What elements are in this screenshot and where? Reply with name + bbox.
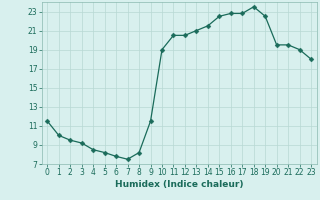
X-axis label: Humidex (Indice chaleur): Humidex (Indice chaleur) — [115, 180, 244, 189]
